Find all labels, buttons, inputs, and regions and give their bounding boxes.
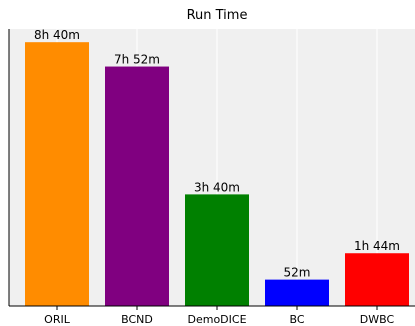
data-labels: 8h 40m 7h 52m 3h 40m 52m 1h 44m xyxy=(34,28,400,279)
bar-bc xyxy=(265,279,329,306)
x-tick-label-oril: ORIL xyxy=(44,313,71,326)
bar-oril xyxy=(25,42,89,306)
bar-bcnd xyxy=(105,66,169,307)
x-tick-label-bcnd: BCND xyxy=(121,313,153,326)
x-tick-labels: ORIL BCND DemoDICE BC DWBC xyxy=(44,306,395,326)
x-tick-label-demodice: DemoDICE xyxy=(187,313,246,326)
bars xyxy=(25,42,409,307)
x-tick-label-bc: BC xyxy=(289,313,304,326)
data-label-bcnd: 7h 52m xyxy=(114,53,160,67)
data-label-bc: 52m xyxy=(284,266,311,280)
bar-dwbc xyxy=(345,253,409,306)
data-label-demodice: 3h 40m xyxy=(194,180,240,194)
x-tick-label-dwbc: DWBC xyxy=(360,313,395,326)
data-label-dwbc: 1h 44m xyxy=(354,239,400,253)
data-label-oril: 8h 40m xyxy=(34,28,80,42)
bar-demodice xyxy=(185,194,249,306)
chart-title: Run Time xyxy=(187,8,248,23)
